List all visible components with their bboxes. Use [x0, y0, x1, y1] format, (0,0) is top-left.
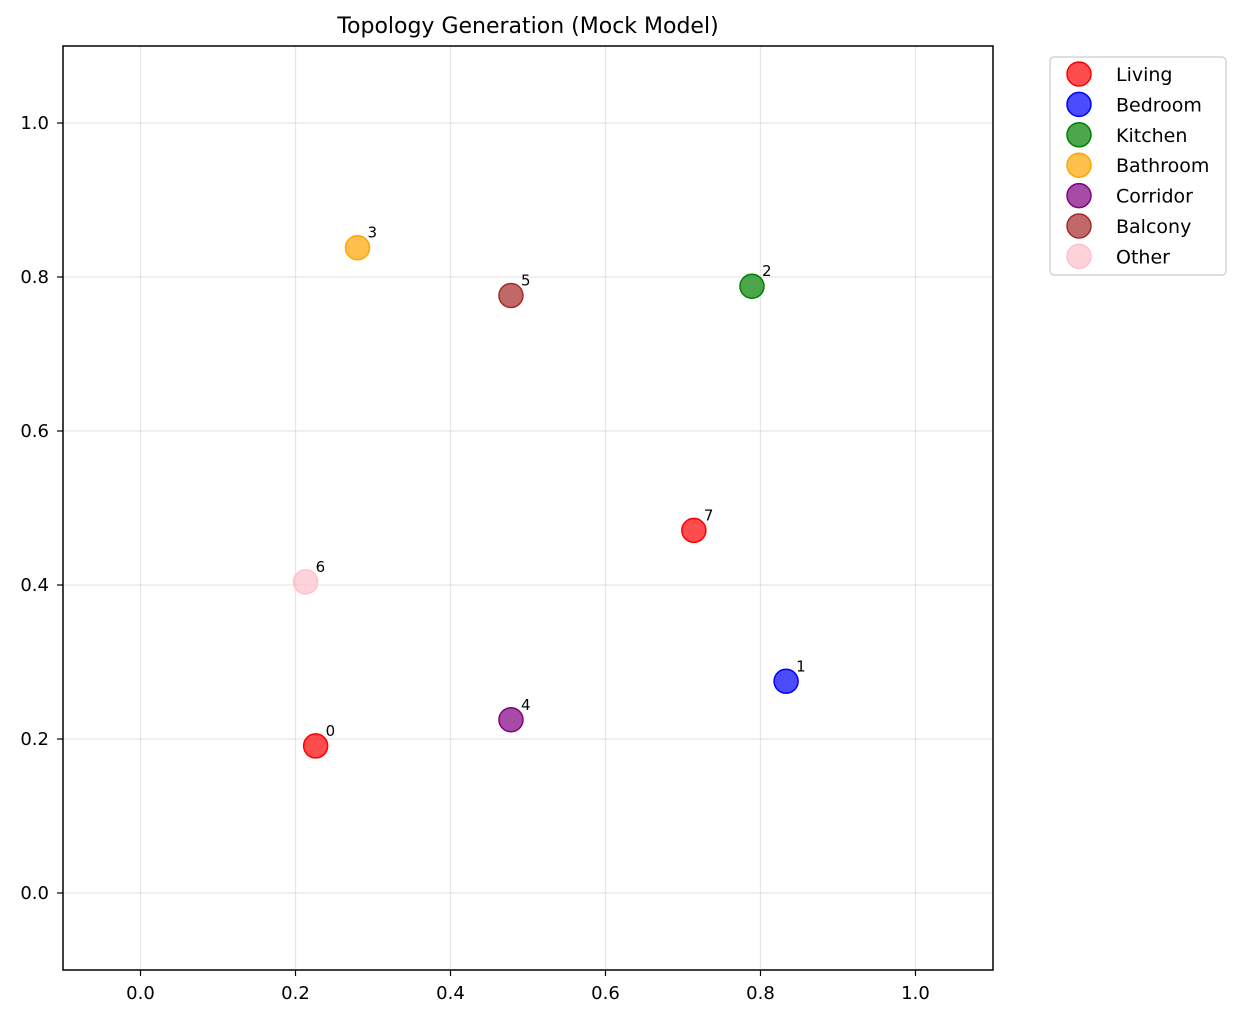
y-tick-label: 1.0: [20, 113, 49, 134]
point-marker-3: [344, 234, 371, 261]
legend-label-kitchen: Kitchen: [1116, 125, 1187, 147]
point-label-2: 2: [762, 262, 772, 280]
legend-label-bedroom: Bedroom: [1116, 94, 1202, 116]
point-marker-0: [302, 733, 329, 759]
point-label-1: 1: [796, 657, 806, 675]
grid-lines: [63, 46, 993, 970]
legend-marker-corridor: [1066, 182, 1092, 209]
point-marker-4: [498, 707, 524, 733]
y-tick-label: 0.6: [20, 421, 49, 442]
legend-marker-bedroom: [1066, 91, 1092, 118]
legend-label-balcony: Balcony: [1116, 216, 1191, 238]
data-points: 0 1 2 3 4 5 6 7: [292, 224, 806, 759]
x-tick-label: 0.2: [281, 983, 310, 1004]
y-tick-label: 0.4: [20, 575, 49, 596]
x-tick-label: 0.4: [436, 983, 465, 1004]
point-label-6: 6: [316, 558, 326, 576]
legend-label-bathroom: Bathroom: [1116, 155, 1209, 177]
x-tick-label: 1.0: [901, 983, 930, 1004]
point-label-4: 4: [521, 696, 531, 714]
legend-label-other: Other: [1116, 246, 1170, 268]
y-tick-label: 0.0: [20, 883, 49, 904]
legend-label-corridor: Corridor: [1116, 186, 1193, 208]
legend-marker-living: [1066, 61, 1092, 87]
point-label-5: 5: [521, 271, 531, 289]
point-marker-1: [773, 668, 799, 694]
y-tick-label: 0.8: [20, 267, 49, 288]
axes: 0.0 0.2 0.4 0.6 0.8 1.0 0.0 0.2 0.4 0.6 0.8 1.0: [20, 113, 929, 1004]
x-tick-label: 0.8: [746, 983, 775, 1004]
legend[interactable]: Living Bedroom Kitchen Bathroom Corridor Balc…: [1049, 56, 1227, 276]
legend-box: [1049, 56, 1227, 276]
x-tick-label: 0.0: [126, 983, 155, 1004]
legend-marker-bathroom: [1066, 152, 1092, 178]
point-marker-7: [681, 517, 707, 544]
point-marker-2: [739, 273, 765, 299]
point-label-0: 0: [326, 722, 336, 740]
plot-area-frame: [62, 45, 994, 971]
legend-marker-kitchen: [1066, 122, 1092, 148]
point-label-3: 3: [368, 224, 378, 242]
legend-marker-balcony: [1066, 213, 1092, 239]
y-tick-label: 0.2: [20, 729, 49, 750]
point-marker-5: [498, 282, 524, 309]
legend-label-living: Living: [1116, 64, 1173, 86]
point-label-7: 7: [704, 506, 714, 524]
point-marker-6: [292, 569, 319, 595]
legend-marker-other: [1066, 243, 1092, 270]
x-tick-label: 0.6: [591, 983, 620, 1004]
chart-title: Topology Generation (Mock Model): [336, 14, 718, 39]
